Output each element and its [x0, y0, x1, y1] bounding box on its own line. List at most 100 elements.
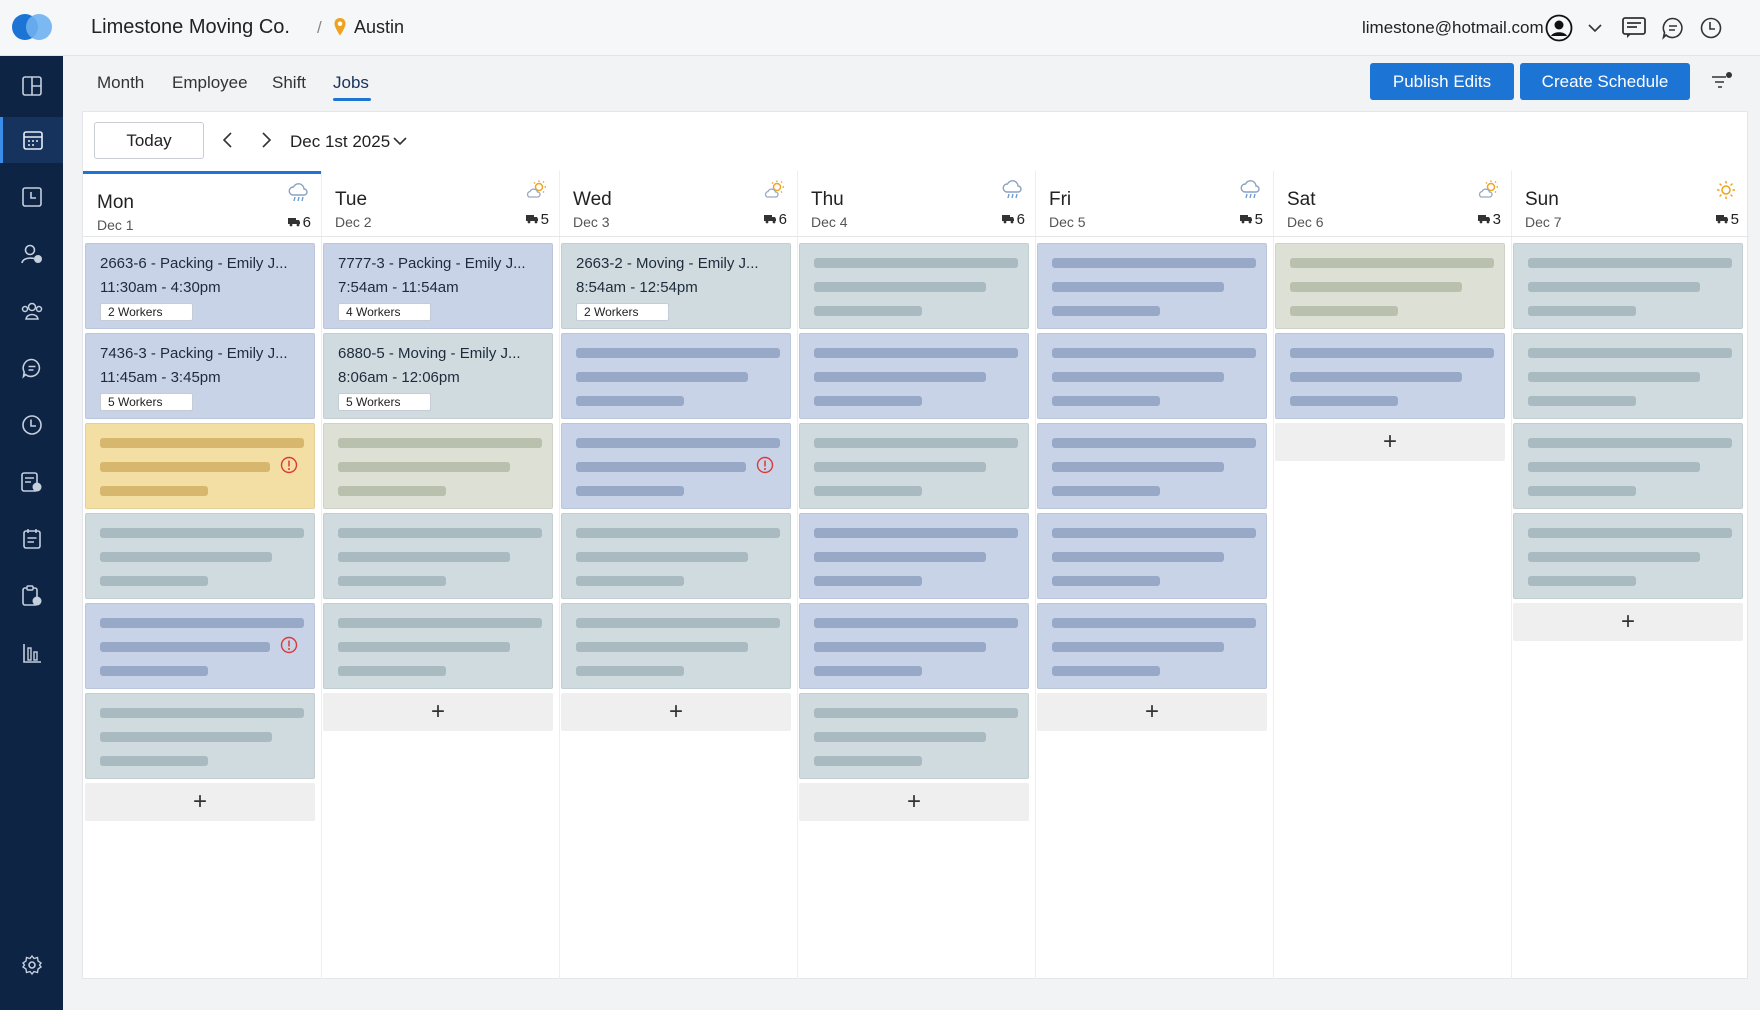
app-logo[interactable]	[12, 14, 52, 40]
job-card[interactable]	[1513, 243, 1743, 329]
job-card[interactable]	[1513, 423, 1743, 509]
chat-icon	[21, 358, 40, 379]
placeholder-line	[576, 396, 684, 406]
announcements-icon[interactable]	[1619, 13, 1649, 43]
tab-month[interactable]: Month	[97, 73, 145, 92]
job-card[interactable]	[85, 513, 315, 599]
placeholder-line	[576, 666, 684, 676]
chevron-left-icon[interactable]	[218, 130, 238, 150]
sidebar-item-employee-help[interactable]	[0, 231, 63, 277]
add-job-button[interactable]: +	[1513, 603, 1743, 641]
add-job-button[interactable]: +	[799, 783, 1029, 821]
job-card[interactable]: 7777-3 - Packing - Emily J... 7:54am - 11…	[323, 243, 553, 329]
job-card[interactable]	[1513, 333, 1743, 419]
truck-count-value: 5	[540, 211, 549, 228]
job-card[interactable]	[799, 243, 1029, 329]
job-card[interactable]	[1037, 243, 1267, 329]
job-card[interactable]	[1275, 333, 1505, 419]
sidebar-item-notes[interactable]	[0, 516, 63, 562]
tab-shift[interactable]: Shift	[272, 73, 307, 92]
top-bar: Limestone Moving Co. / Austin limestone@…	[0, 0, 1760, 56]
filter-icon[interactable]	[1710, 70, 1734, 92]
job-card[interactable]	[1037, 333, 1267, 419]
user-avatar-icon[interactable]	[1544, 13, 1574, 43]
job-card[interactable]	[1037, 603, 1267, 689]
job-time: 11:45am - 3:45pm	[100, 369, 221, 386]
add-job-button[interactable]: +	[1275, 423, 1505, 461]
job-card[interactable]: 2663-6 - Packing - Emily J... 11:30am - 4…	[85, 243, 315, 329]
placeholder-line	[576, 642, 748, 652]
job-card[interactable]	[1513, 513, 1743, 599]
add-job-button[interactable]: +	[85, 783, 315, 821]
sidebar-item-settings[interactable]	[0, 942, 63, 988]
truck-count: 5	[1715, 211, 1739, 228]
sidebar-item-timesheet[interactable]	[0, 459, 63, 505]
job-card[interactable]	[799, 513, 1029, 599]
messages-icon[interactable]	[1658, 13, 1688, 43]
job-card[interactable]	[1037, 423, 1267, 509]
placeholder-line	[576, 438, 780, 448]
job-card[interactable]	[561, 603, 791, 689]
publish-edits-button[interactable]: Publish Edits	[1370, 63, 1514, 100]
placeholder-line	[100, 528, 304, 538]
placeholder-line	[1528, 576, 1636, 586]
sidebar-item-reports[interactable]	[0, 630, 63, 676]
job-card[interactable]	[85, 603, 315, 689]
company-name: Limestone Moving Co.	[91, 16, 290, 38]
job-card[interactable]	[85, 693, 315, 779]
sidebar-item-clock-in[interactable]	[0, 174, 63, 220]
date-range-selector[interactable]: Dec 1st 2025	[290, 132, 391, 151]
job-card[interactable]	[799, 423, 1029, 509]
chevron-right-icon[interactable]	[256, 130, 276, 150]
today-button[interactable]: Today	[94, 122, 204, 159]
truck-count-value: 6	[778, 211, 787, 228]
placeholder-line	[100, 552, 272, 562]
placeholder-line	[1052, 396, 1160, 406]
sidebar-item-time[interactable]	[0, 402, 63, 448]
history-clock-icon[interactable]	[1696, 13, 1726, 43]
job-card[interactable]	[85, 423, 315, 509]
location-selector[interactable]: Austin	[354, 17, 405, 37]
add-job-button[interactable]: +	[561, 693, 791, 731]
placeholder-line	[100, 708, 304, 718]
job-card[interactable]: 7436-3 - Packing - Emily J... 11:45am - 3…	[85, 333, 315, 419]
sidebar-item-calendar[interactable]	[0, 117, 63, 163]
job-card[interactable]	[799, 603, 1029, 689]
job-card[interactable]	[323, 603, 553, 689]
sidebar-item-dashboard[interactable]	[0, 63, 63, 109]
add-job-button[interactable]: +	[1037, 693, 1267, 731]
job-card[interactable]	[561, 423, 791, 509]
truck-icon	[763, 211, 777, 228]
job-card[interactable]	[1275, 243, 1505, 329]
job-card[interactable]	[1037, 513, 1267, 599]
job-card[interactable]: 6880-5 - Moving - Emily J... 8:06am - 12:…	[323, 333, 553, 419]
job-card[interactable]	[799, 333, 1029, 419]
workers-badge: 5 Workers	[100, 393, 193, 411]
tab-employee[interactable]: Employee	[172, 73, 248, 92]
tab-jobs[interactable]: Jobs	[333, 73, 369, 92]
job-title: 2663-6 - Packing - Emily J...	[100, 255, 288, 272]
job-card[interactable]	[561, 333, 791, 419]
sidebar-item-checklist[interactable]	[0, 573, 63, 619]
placeholder-line	[814, 486, 922, 496]
job-card[interactable]	[799, 693, 1029, 779]
placeholder-line	[1290, 306, 1398, 316]
chevron-down-icon[interactable]	[1580, 13, 1610, 43]
truck-count-value: 5	[1254, 211, 1263, 228]
job-card[interactable]: 2663-2 - Moving - Emily J... 8:54am - 12:…	[561, 243, 791, 329]
job-card[interactable]	[323, 513, 553, 599]
truck-count-value: 6	[302, 214, 311, 231]
create-schedule-button[interactable]: Create Schedule	[1520, 63, 1690, 100]
sidebar-item-chat[interactable]	[0, 345, 63, 391]
job-title: 6880-5 - Moving - Emily J...	[338, 345, 521, 362]
placeholder-line	[814, 306, 922, 316]
location-pin-icon	[334, 18, 346, 36]
rain-weather-icon	[287, 182, 309, 204]
employee-help-icon	[20, 244, 42, 264]
chevron-down-icon[interactable]	[392, 134, 408, 148]
add-job-button[interactable]: +	[323, 693, 553, 731]
job-card[interactable]	[561, 513, 791, 599]
placeholder-line	[100, 666, 208, 676]
sidebar-item-team[interactable]	[0, 288, 63, 334]
job-card[interactable]	[323, 423, 553, 509]
